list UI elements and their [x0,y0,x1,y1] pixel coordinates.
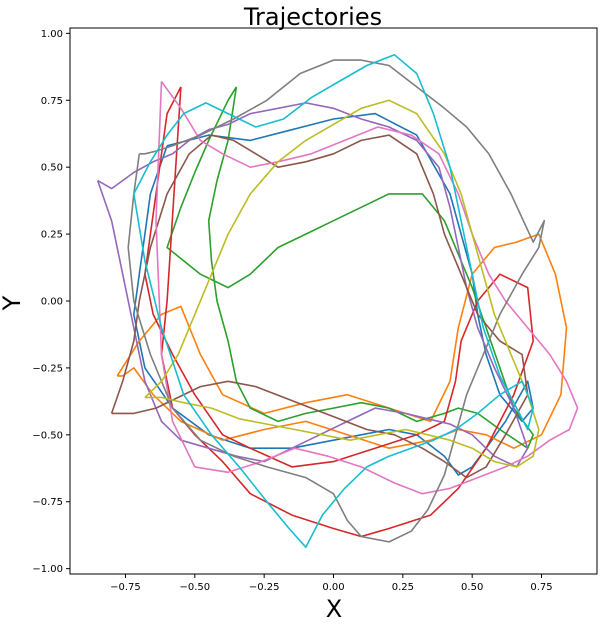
trajectory-line-1 [133,112,535,476]
trajectory-line-7 [155,81,579,495]
y-tick-label: 0.50 [41,163,63,174]
y-tick-label: −1.00 [32,564,63,575]
x-axis-label: X [326,595,342,623]
x-tick-label: 0.75 [530,582,552,593]
y-tick-label: −0.75 [32,497,63,508]
plot-frame [69,27,598,575]
x-tick-label: −0.25 [249,582,280,593]
y-tick-label: 0.75 [41,96,63,107]
trajectory-line-10 [133,53,535,549]
trajectory-line-6 [110,134,529,479]
x-tick-label: 0.25 [392,582,414,593]
y-tick-label: 0.00 [41,297,63,308]
y-tick-label: 1.00 [41,29,63,40]
x-axis-ticks: −0.75 −0.50 −0.25 0.00 0.25 0.50 0.75 [110,574,553,593]
y-tick-label: −0.25 [32,363,63,374]
x-tick-label: −0.50 [179,582,210,593]
y-axis-label: Y [0,295,26,311]
plot-lines [96,53,579,549]
x-tick-label: 0.50 [461,582,483,593]
y-tick-label: 0.25 [41,230,63,241]
x-tick-label: 0.00 [322,582,344,593]
x-tick-label: −0.75 [110,582,141,593]
trajectory-line-8 [127,59,546,543]
y-tick-label: −0.50 [32,430,63,441]
y-axis-ticks: −1.00 −0.75 −0.50 −0.25 0.00 0.25 0.50 0.75 1.00 [32,29,70,575]
trajectory-line-5 [96,102,529,468]
chart-title: Trajectories [243,3,382,31]
